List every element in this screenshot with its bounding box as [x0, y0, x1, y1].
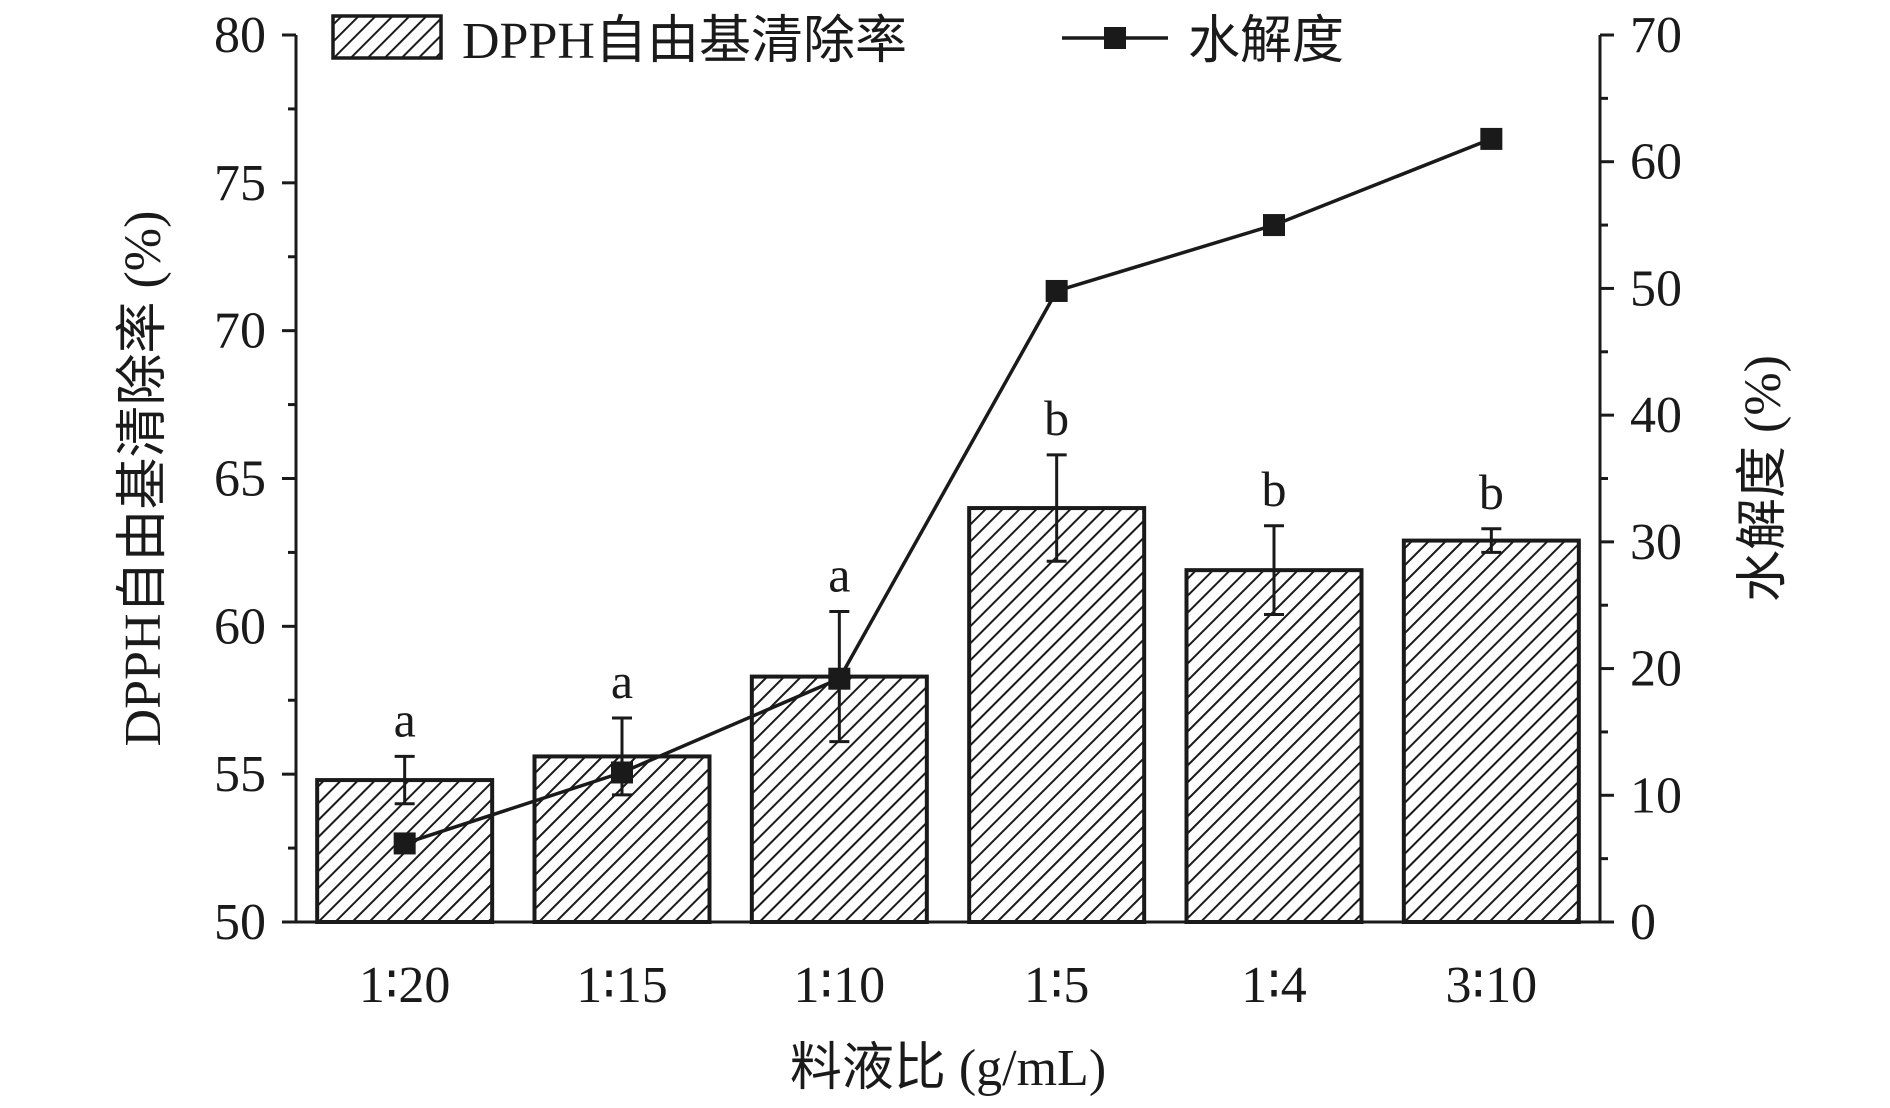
right-tick-label: 10: [1630, 767, 1682, 824]
right-tick-label: 50: [1630, 260, 1682, 317]
line-point: [1263, 214, 1285, 237]
right-tick-label: 30: [1630, 514, 1682, 571]
legend-line-marker: [1104, 27, 1126, 49]
legend-line-label: 水解度: [1188, 13, 1344, 70]
significance-label: a: [828, 547, 850, 603]
significance-label: a: [394, 691, 416, 747]
significance-label: a: [611, 653, 633, 709]
significance-label: b: [1044, 390, 1069, 446]
line-point: [828, 667, 851, 690]
line-series: [404, 137, 1492, 846]
x-tick-label: 1∶10: [794, 957, 886, 1014]
plot-area: a a a b b b 50 55 60 65 70 75 80 0 10 20 30 40 50 60 70 1∶20 1…: [115, 7, 1792, 1097]
legend-bar-swatch: [331, 14, 443, 60]
right-tick-label: 70: [1630, 7, 1682, 64]
line-point: [1045, 279, 1068, 302]
error-bar: [394, 754, 415, 806]
right-tick-label: 60: [1630, 134, 1682, 191]
left-tick-label: 55: [214, 746, 266, 803]
left-tick-label: 75: [214, 155, 266, 212]
error-bar: [1481, 527, 1502, 554]
error-bar: [1046, 453, 1067, 563]
significance-label: b: [1262, 461, 1287, 517]
significance-label: b: [1479, 464, 1504, 520]
x-tick-label: 1∶15: [576, 957, 668, 1014]
x-tick-label: 3∶10: [1446, 957, 1538, 1014]
x-tick-label: 1∶20: [359, 957, 451, 1014]
error-bar: [1264, 524, 1284, 617]
right-tick-label: 0: [1630, 894, 1656, 951]
x-tick-label: 1∶5: [1024, 957, 1090, 1014]
line-point: [393, 832, 416, 855]
x-tick-label: 1∶4: [1241, 957, 1307, 1014]
bar: [967, 506, 1147, 924]
left-tick-label: 60: [214, 598, 266, 655]
right-tick-label: 20: [1630, 641, 1682, 698]
bar: [1184, 568, 1364, 924]
line-point: [1480, 127, 1503, 150]
left-tick-label: 50: [214, 894, 266, 951]
y-axis-title: DPPH自由基清除率 (%): [115, 211, 172, 747]
right-tick-label: 40: [1630, 387, 1682, 444]
left-tick-label: 70: [214, 303, 266, 360]
left-tick-label: 80: [214, 7, 266, 64]
bar: [1401, 538, 1581, 925]
x-axis-title: 料液比 (g/mL): [790, 1040, 1106, 1097]
y2-axis-title: 水解度 (%): [1735, 355, 1792, 602]
left-tick-label: 65: [214, 451, 266, 508]
line-point: [611, 761, 633, 784]
legend-bar-label: DPPH自由基清除率: [462, 13, 907, 70]
legend: DPPH自由基清除率 水解度: [331, 13, 1344, 70]
